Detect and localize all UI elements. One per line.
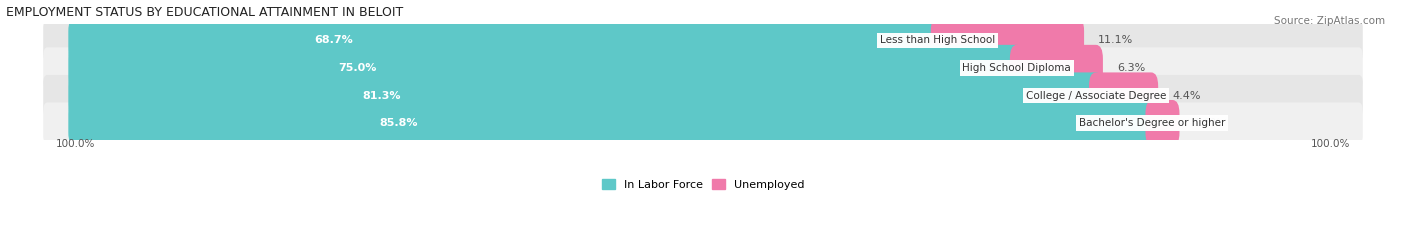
FancyBboxPatch shape (44, 103, 1362, 144)
Text: Less than High School: Less than High School (880, 35, 995, 45)
FancyBboxPatch shape (1090, 72, 1159, 119)
Text: Source: ZipAtlas.com: Source: ZipAtlas.com (1274, 16, 1385, 26)
FancyBboxPatch shape (69, 45, 1024, 91)
Text: High School Diploma: High School Diploma (963, 63, 1071, 73)
FancyBboxPatch shape (931, 17, 1084, 64)
Text: 11.1%: 11.1% (1098, 35, 1133, 45)
Text: 85.8%: 85.8% (380, 118, 418, 128)
FancyBboxPatch shape (69, 72, 1102, 119)
FancyBboxPatch shape (44, 20, 1362, 61)
Text: 68.7%: 68.7% (315, 35, 353, 45)
FancyBboxPatch shape (44, 75, 1362, 116)
Text: EMPLOYMENT STATUS BY EDUCATIONAL ATTAINMENT IN BELOIT: EMPLOYMENT STATUS BY EDUCATIONAL ATTAINM… (6, 6, 402, 19)
Text: 1.6%: 1.6% (1194, 118, 1222, 128)
FancyBboxPatch shape (69, 17, 945, 64)
Text: 100.0%: 100.0% (1310, 139, 1350, 149)
Text: 100.0%: 100.0% (56, 139, 96, 149)
Text: College / Associate Degree: College / Associate Degree (1026, 91, 1166, 101)
FancyBboxPatch shape (1146, 100, 1180, 146)
Text: 75.0%: 75.0% (339, 63, 377, 73)
FancyBboxPatch shape (44, 47, 1362, 89)
Text: 81.3%: 81.3% (363, 91, 401, 101)
FancyBboxPatch shape (1010, 45, 1102, 91)
Text: 4.4%: 4.4% (1173, 91, 1201, 101)
Text: 6.3%: 6.3% (1116, 63, 1144, 73)
FancyBboxPatch shape (69, 100, 1160, 146)
Text: Bachelor's Degree or higher: Bachelor's Degree or higher (1080, 118, 1226, 128)
Legend: In Labor Force, Unemployed: In Labor Force, Unemployed (598, 175, 808, 194)
